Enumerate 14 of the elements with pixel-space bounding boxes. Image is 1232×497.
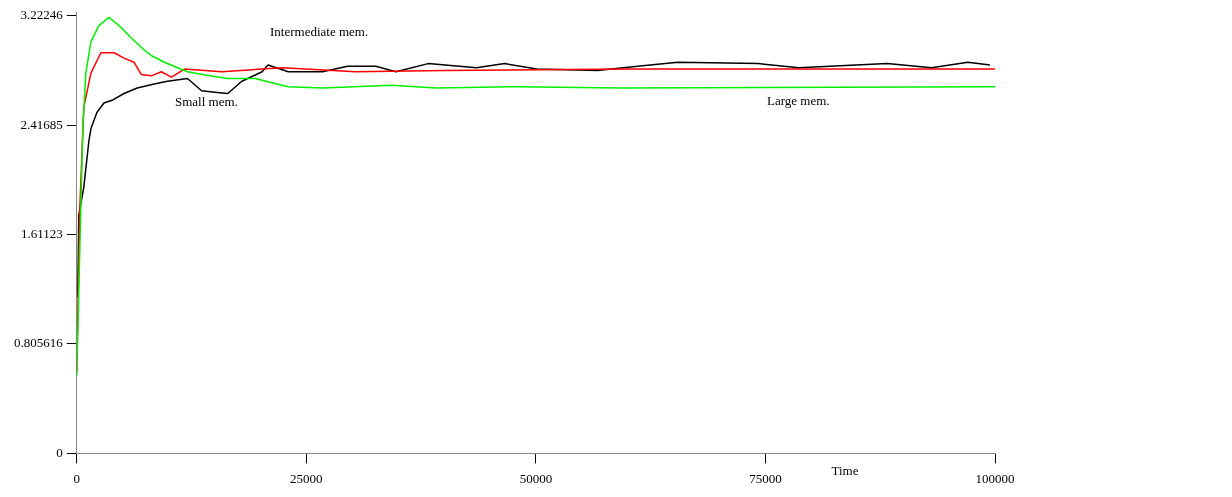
x-tick-label: 25000 [290,470,323,486]
x-tick-label: 75000 [749,470,782,486]
series-label: Large mem. [767,93,830,109]
y-tick-label: 3.22246 [20,7,64,23]
x-tick-label: 50000 [519,470,553,486]
x-axis-title: Time [831,462,859,478]
x-tick-label: 100000 [975,470,1015,486]
x-tick-label: 0 [73,470,80,486]
y-tick-label: 0.805616 [14,335,64,351]
y-tick-label: 0 [56,444,63,460]
y-tick-label: 1.61123 [20,225,63,241]
text: Intermediate mem. [270,24,369,40]
y-tick-label: 2.41685 [20,116,63,132]
series-label: Small mem. [175,94,238,110]
